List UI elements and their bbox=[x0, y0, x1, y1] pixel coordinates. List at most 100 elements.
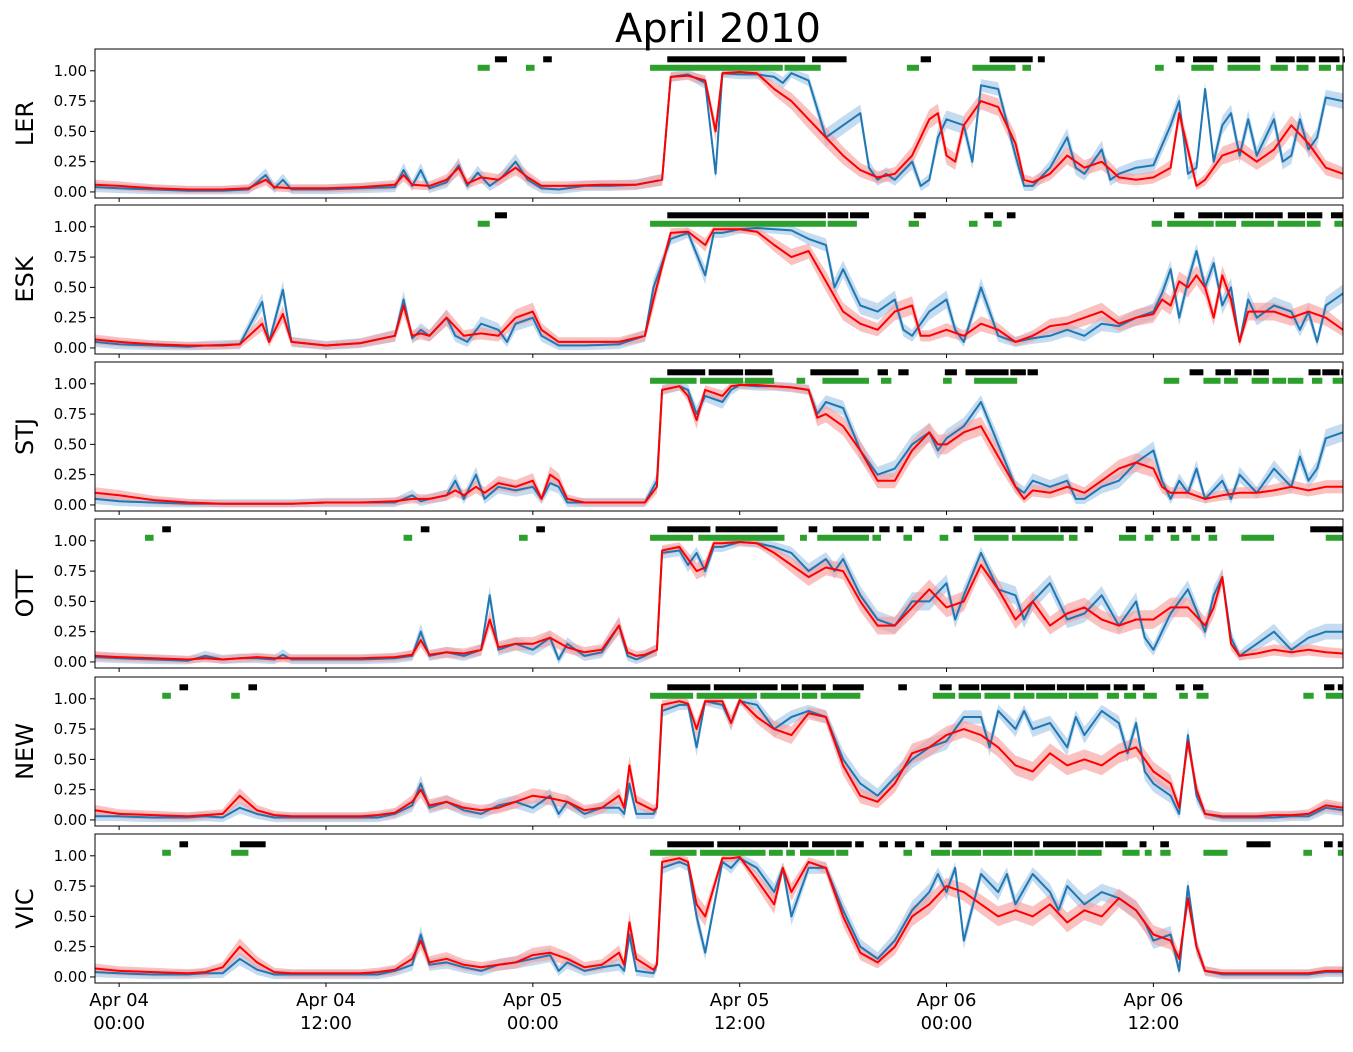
black-event-bar bbox=[1324, 684, 1335, 691]
green-event-bar bbox=[903, 534, 913, 541]
black-event-bar bbox=[801, 684, 826, 691]
y-tick-label: 0.75 bbox=[54, 405, 87, 423]
y-tick-label: 1.00 bbox=[54, 847, 87, 865]
green-event-bar bbox=[403, 534, 413, 541]
black-event-bar bbox=[1343, 56, 1345, 63]
black-event-bar bbox=[715, 526, 778, 533]
panel-stj: 0.00 0.25 0.50 0.75 1.00 STJ bbox=[11, 361, 1344, 515]
green-event-bar bbox=[1332, 377, 1343, 384]
green-event-bar bbox=[786, 849, 795, 856]
y-tick-label: 0.00 bbox=[54, 183, 87, 201]
green-event-bar bbox=[1325, 534, 1343, 541]
black-event-bar bbox=[1077, 841, 1104, 848]
green-event-bar bbox=[784, 64, 821, 71]
green-event-bar bbox=[1337, 849, 1343, 856]
black-event-bar bbox=[1020, 526, 1059, 533]
y-tick-label: 0.50 bbox=[54, 278, 87, 296]
black-event-bar bbox=[1193, 56, 1218, 63]
green-event-bar bbox=[1155, 64, 1164, 71]
black-event-bar bbox=[1341, 369, 1344, 376]
blue-series-line bbox=[95, 857, 1343, 976]
blue-series-line bbox=[95, 541, 1343, 662]
black-event-bar bbox=[162, 526, 171, 533]
green-event-bar bbox=[650, 692, 694, 699]
black-event-bar bbox=[1337, 684, 1343, 691]
black-event-bar bbox=[1193, 684, 1204, 691]
black-event-bar bbox=[1113, 684, 1128, 691]
black-event-bar bbox=[1010, 369, 1026, 376]
green-event-bar bbox=[231, 692, 240, 699]
green-event-bar bbox=[982, 849, 1013, 856]
green-event-bar bbox=[650, 220, 826, 227]
green-event-bar bbox=[993, 220, 1002, 227]
green-event-bar bbox=[744, 377, 775, 384]
black-event-bar bbox=[812, 56, 847, 63]
green-event-bar bbox=[881, 377, 892, 384]
green-event-bar bbox=[1122, 849, 1140, 856]
black-event-bar bbox=[989, 56, 1033, 63]
black-event-bar bbox=[1043, 841, 1076, 848]
black-event-bar bbox=[898, 684, 907, 691]
panel-frame bbox=[94, 204, 1344, 355]
black-event-bar bbox=[1167, 526, 1176, 533]
x-tick-label-time: 12:00 bbox=[714, 1013, 766, 1034]
black-event-bar bbox=[958, 841, 1013, 848]
green-event-bar bbox=[1013, 692, 1035, 699]
plot-area bbox=[95, 538, 1343, 665]
black-event-bar bbox=[965, 369, 1009, 376]
black-event-bar bbox=[810, 369, 859, 376]
black-event-bar bbox=[953, 526, 963, 533]
green-event-bar bbox=[1022, 64, 1031, 71]
y-tick-label: 0.75 bbox=[54, 92, 87, 110]
x-tick-label-time: 00:00 bbox=[507, 1013, 559, 1034]
green-event-bar bbox=[817, 534, 869, 541]
black-event-bar bbox=[1224, 212, 1254, 219]
black-event-bar bbox=[1246, 841, 1271, 848]
green-event-bar bbox=[1336, 64, 1343, 71]
plot-area bbox=[95, 696, 1343, 823]
green-event-bar bbox=[1296, 64, 1309, 71]
green-event-bar bbox=[968, 220, 978, 227]
panel-label: VIC bbox=[11, 888, 39, 928]
black-event-bar bbox=[1060, 526, 1078, 533]
green-event-bar bbox=[1191, 534, 1200, 541]
green-event-bar bbox=[700, 849, 766, 856]
y-tick-label: 0.50 bbox=[54, 592, 87, 610]
green-event-bar bbox=[836, 849, 849, 856]
black-event-bar bbox=[1027, 369, 1038, 376]
green-event-bar bbox=[1196, 692, 1209, 699]
green-event-bar bbox=[972, 64, 1016, 71]
y-tick-label: 0.00 bbox=[54, 811, 87, 829]
green-event-bar bbox=[1303, 849, 1312, 856]
green-event-bar bbox=[974, 534, 1009, 541]
black-event-bar bbox=[1198, 212, 1223, 219]
black-event-bar bbox=[1056, 684, 1085, 691]
panel-frame bbox=[94, 518, 1344, 669]
black-event-bar bbox=[832, 526, 875, 533]
green-event-bar bbox=[144, 534, 154, 541]
green-event-bar bbox=[1163, 377, 1180, 384]
black-event-bar bbox=[1105, 841, 1128, 848]
black-event-bar bbox=[543, 56, 552, 63]
black-event-bar bbox=[667, 526, 711, 533]
black-event-bar bbox=[717, 841, 788, 848]
y-tick-label: 1.00 bbox=[54, 62, 87, 80]
black-event-bar bbox=[248, 684, 258, 691]
black-event-bar bbox=[1296, 56, 1316, 63]
black-event-bar bbox=[1337, 841, 1343, 848]
green-event-bar bbox=[698, 534, 785, 541]
green-event-bar bbox=[1170, 534, 1180, 541]
black-event-bar bbox=[1125, 526, 1137, 533]
green-event-bar bbox=[827, 220, 857, 227]
green-event-bar bbox=[1143, 692, 1157, 699]
green-event-bar bbox=[908, 220, 919, 227]
black-event-bar bbox=[667, 841, 714, 848]
green-event-bar bbox=[932, 692, 956, 699]
black-event-bar bbox=[1182, 526, 1192, 533]
black-event-bar bbox=[713, 684, 778, 691]
green-event-bar bbox=[1303, 692, 1314, 699]
green-event-bar bbox=[958, 692, 982, 699]
y-tick-label: 0.50 bbox=[54, 907, 87, 925]
green-event-bar bbox=[906, 64, 919, 71]
